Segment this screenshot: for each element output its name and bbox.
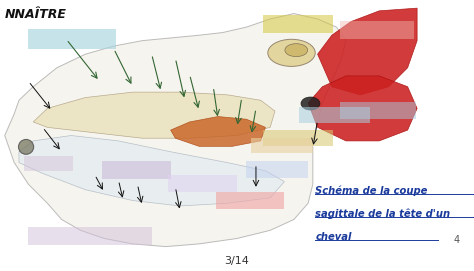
Bar	[216, 192, 284, 209]
Bar	[168, 175, 237, 192]
Ellipse shape	[301, 97, 320, 110]
Polygon shape	[19, 136, 284, 206]
Text: 3/14: 3/14	[225, 256, 249, 266]
Polygon shape	[318, 8, 417, 95]
Bar	[28, 29, 116, 49]
Text: Schéma de la coupe: Schéma de la coupe	[315, 186, 428, 196]
Text: sagittale de la tête d'un: sagittale de la tête d'un	[315, 209, 450, 219]
Text: cheval: cheval	[315, 232, 352, 242]
Ellipse shape	[268, 39, 315, 66]
Bar	[299, 107, 370, 123]
Ellipse shape	[285, 44, 308, 57]
Bar	[340, 102, 416, 119]
Bar	[263, 130, 333, 146]
Polygon shape	[171, 117, 265, 146]
Bar	[102, 161, 171, 179]
Polygon shape	[308, 76, 417, 141]
Ellipse shape	[18, 139, 34, 154]
Bar	[340, 21, 414, 39]
Polygon shape	[33, 92, 275, 138]
Bar	[263, 15, 333, 33]
Text: NNAÎTRE: NNAÎTRE	[5, 8, 67, 21]
Bar	[28, 227, 152, 245]
Bar	[251, 138, 313, 153]
Text: 4: 4	[454, 235, 460, 245]
Polygon shape	[5, 14, 346, 247]
Bar	[246, 161, 308, 178]
Bar	[24, 156, 73, 171]
